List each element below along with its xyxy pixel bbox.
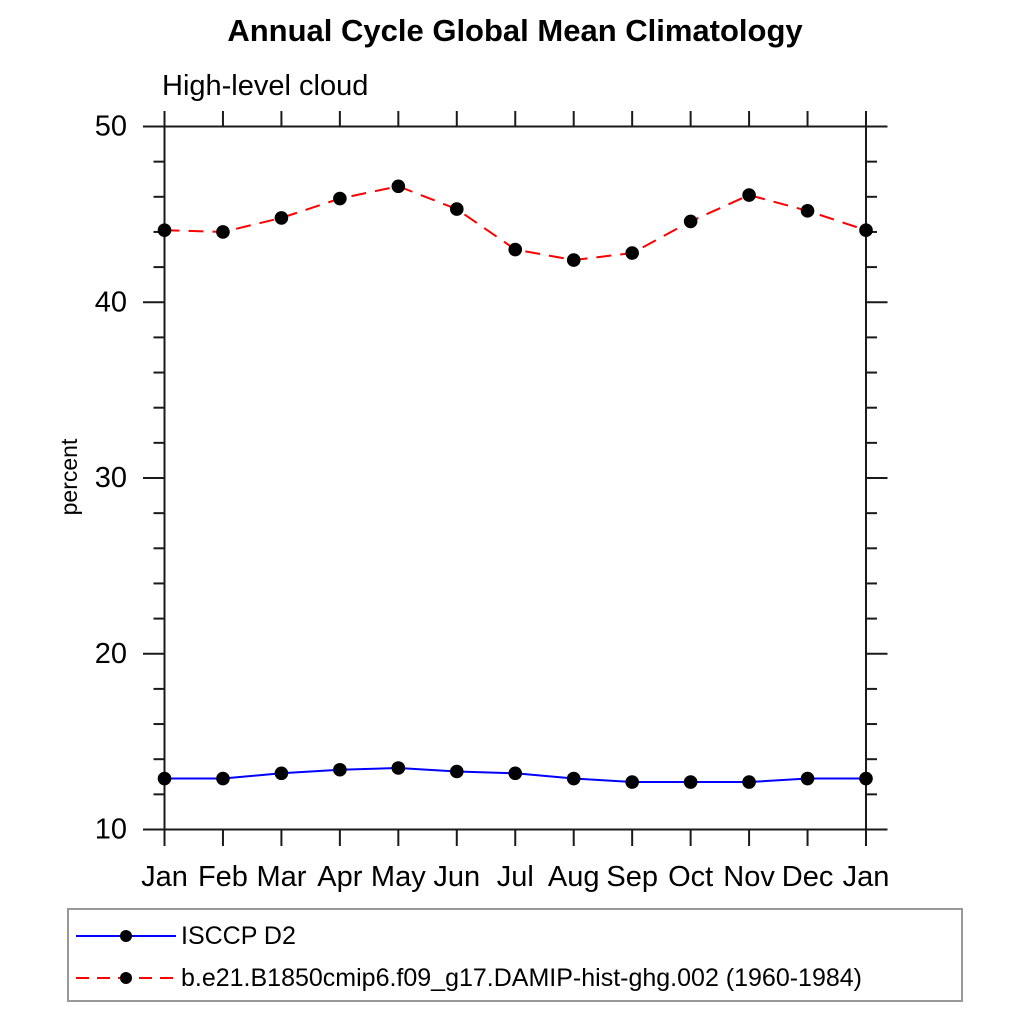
data-point-marker	[216, 225, 230, 239]
y-tick-label: 50	[95, 111, 127, 143]
data-point-marker	[625, 775, 639, 789]
x-tick-label: Jul	[497, 861, 534, 893]
legend-label: ISCCP D2	[181, 921, 296, 950]
x-tick-label: Apr	[317, 861, 362, 893]
y-tick-label: 30	[95, 462, 127, 494]
data-point-marker	[274, 766, 289, 781]
data-point-marker	[333, 191, 347, 206]
data-point-marker	[449, 764, 464, 779]
x-tick-label: Dec	[782, 861, 834, 893]
data-point-marker	[333, 762, 347, 777]
data-point-marker	[683, 775, 698, 789]
x-tick-label: Aug	[548, 861, 600, 893]
data-point-marker	[742, 775, 756, 789]
y-tick-label: 20	[95, 638, 127, 670]
data-point-marker	[566, 771, 581, 786]
data-point-marker	[800, 771, 815, 786]
x-tick-label: May	[371, 861, 426, 893]
data-point-marker	[508, 766, 523, 781]
x-tick-label: Mar	[256, 861, 306, 893]
x-tick-label: Jan	[843, 861, 890, 893]
data-point-marker	[683, 214, 698, 229]
legend-label: b.e21.B1850cmip6.f09_g17.DAMIP-hist-ghg.…	[181, 963, 862, 992]
x-tick-label: Feb	[198, 861, 248, 893]
data-point-marker	[391, 179, 406, 194]
chart-title: Annual Cycle Global Mean Climatology	[227, 13, 803, 48]
data-point-marker	[625, 246, 639, 260]
y-tick-label: 10	[95, 814, 127, 846]
legend-entry-isccp: ISCCP D2	[74, 915, 961, 957]
x-tick-label: Jun	[433, 861, 480, 893]
legend-line-sample-dashed	[76, 972, 176, 984]
data-point-marker	[449, 202, 464, 216]
data-point-marker	[157, 223, 172, 237]
data-point-marker	[566, 253, 581, 267]
data-point-marker	[508, 242, 523, 257]
data-point-marker	[859, 771, 873, 786]
data-point-marker	[859, 223, 873, 237]
x-tick-label: Oct	[668, 861, 713, 893]
legend-line-sample-solid	[76, 930, 176, 942]
data-point-marker	[157, 771, 172, 786]
data-point-marker	[391, 761, 406, 775]
data-point-marker	[274, 211, 289, 225]
data-point-marker	[216, 771, 230, 786]
legend-entry-model: b.e21.B1850cmip6.f09_g17.DAMIP-hist-ghg.…	[74, 957, 961, 999]
data-point-marker	[742, 188, 756, 202]
x-tick-label: Jan	[141, 861, 188, 893]
y-tick-label: 40	[95, 286, 127, 318]
chart-subtitle: High-level cloud	[162, 70, 369, 102]
plot-frame	[163, 125, 867, 831]
legend: ISCCP D2 b.e21.B1850cmip6.f09_g17.DAMIP-…	[67, 908, 963, 1002]
data-point-marker	[800, 204, 815, 218]
x-tick-label: Nov	[723, 861, 775, 893]
x-tick-label: Sep	[606, 861, 658, 893]
